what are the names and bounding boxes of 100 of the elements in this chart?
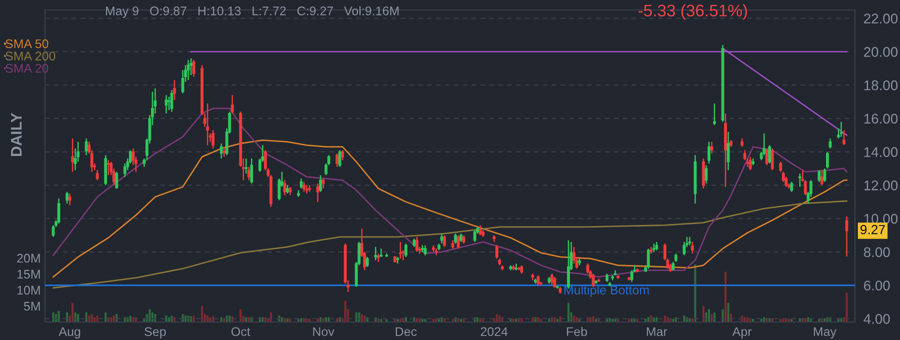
bar [58, 310, 60, 322]
candlestick [398, 241, 402, 260]
bar [567, 302, 570, 322]
candlestick [798, 172, 802, 188]
bar [496, 314, 498, 322]
candlestick [336, 152, 338, 168]
bar [187, 316, 190, 322]
bar [112, 316, 115, 322]
y2-axis-title: DAILY [11, 112, 22, 156]
candlestick [244, 158, 248, 174]
bar [744, 317, 746, 322]
y2-tick-label: 5M [24, 302, 40, 311]
candlestick [222, 146, 226, 158]
candlestick [230, 94, 234, 114]
bar [435, 318, 438, 322]
bar [457, 318, 460, 322]
x-tick-label: Dec [396, 327, 417, 336]
y2-tick-label: 20M [17, 254, 40, 263]
candlestick [443, 234, 446, 248]
candlestick [424, 244, 427, 256]
bar [576, 317, 578, 322]
x-tick-label: Oct [231, 327, 250, 336]
candlestick [713, 102, 716, 126]
candlestick [319, 174, 322, 192]
candlestick [682, 241, 686, 256]
y2-tick-label: 15M [17, 270, 40, 279]
candlestick [553, 276, 556, 288]
bar [840, 318, 842, 322]
candlestick [164, 94, 168, 114]
legend-label: SMA 200 [6, 52, 56, 60]
bar [240, 309, 242, 322]
bar [132, 317, 134, 322]
bar [722, 309, 724, 322]
y-tick-label: 16.00 [864, 114, 898, 124]
bar [763, 317, 766, 322]
candlestick [374, 246, 378, 261]
legend-label: SMA 50 [6, 39, 48, 48]
ref-line-label: Multiple Bottom [564, 285, 649, 297]
y-tick-label: 18.00 [864, 80, 898, 90]
candlestick [762, 132, 766, 156]
candlestick [708, 141, 710, 164]
candlestick [84, 138, 88, 156]
bar [846, 292, 848, 322]
y-tick-label: 20.00 [864, 47, 898, 57]
candlestick [404, 242, 408, 258]
bar [212, 316, 214, 322]
candlestick [316, 182, 320, 202]
candlestick [186, 59, 190, 81]
x-tick-label: Apr [732, 327, 752, 339]
bar [598, 318, 600, 322]
bar [324, 317, 328, 322]
annotation: 9.27 [860, 224, 885, 234]
bar [724, 272, 727, 322]
bar [316, 318, 319, 322]
candlestick [212, 130, 215, 150]
bar [165, 316, 168, 322]
candlestick [366, 256, 369, 268]
y-tick-label: 12.00 [864, 180, 898, 190]
bar [306, 318, 308, 322]
candlestick [820, 170, 824, 186]
candlestick [341, 150, 344, 161]
candlestick [115, 171, 118, 190]
bar [462, 318, 465, 322]
bar [85, 312, 88, 322]
candlestick [536, 274, 540, 286]
candlestick [748, 156, 752, 171]
candlestick [790, 181, 794, 192]
bar [452, 318, 454, 322]
y-tick-label: 14.00 [864, 147, 898, 157]
y-tick-label: 8.00 [864, 247, 890, 258]
y2-tick-label: 10M [17, 286, 40, 295]
candlestick [550, 272, 554, 286]
bar [664, 316, 666, 322]
x-tick-label: Aug [58, 327, 80, 339]
bar [52, 312, 54, 322]
bar [148, 309, 151, 322]
candlestick [826, 151, 829, 170]
bar [807, 317, 810, 322]
bar [192, 316, 195, 322]
bar [476, 317, 479, 322]
y-tick-label: 6.00 [864, 280, 890, 290]
candlestick [478, 224, 482, 236]
x-tick-label: May [814, 327, 836, 339]
candlestick [190, 58, 192, 76]
candlestick [302, 181, 306, 192]
x-tick-label: Sep [144, 327, 166, 339]
x-tick-label: Nov [313, 327, 334, 336]
candlestick [250, 158, 254, 184]
bar [328, 317, 330, 322]
annotation: -5.33 (36.51%) [638, 4, 747, 20]
candlestick [66, 191, 68, 204]
x-tick-label: 2024 [480, 327, 508, 336]
bar [656, 317, 658, 322]
candlestick [818, 170, 821, 182]
candlestick [71, 138, 74, 172]
bar [532, 317, 534, 322]
bar [592, 316, 594, 322]
bar [708, 309, 710, 322]
candlestick [690, 241, 694, 254]
bar [77, 314, 80, 322]
